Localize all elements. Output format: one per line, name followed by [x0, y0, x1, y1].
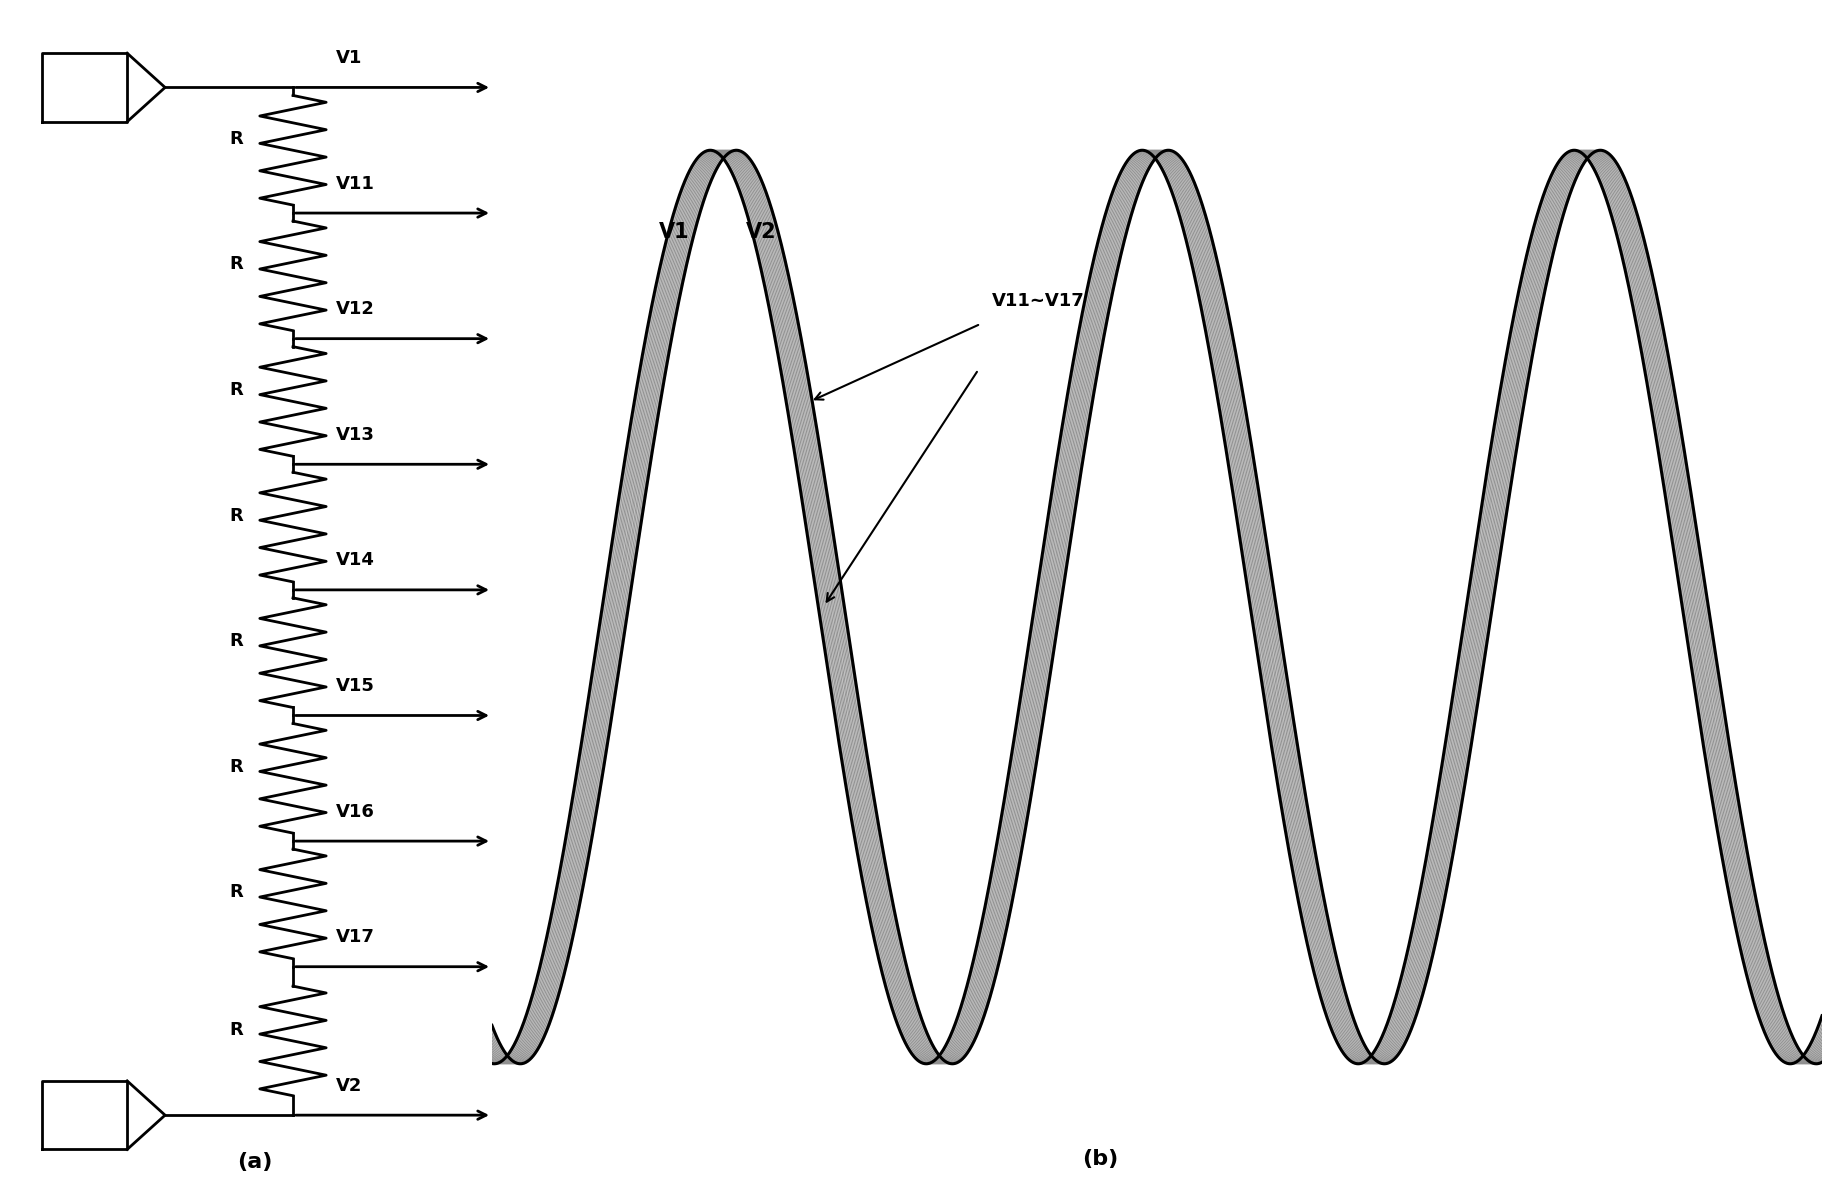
Text: R: R	[230, 1020, 242, 1039]
Text: V2: V2	[745, 222, 776, 243]
Text: (b): (b)	[1082, 1149, 1119, 1168]
Text: (a): (a)	[237, 1153, 273, 1172]
Text: R: R	[230, 256, 242, 273]
Text: R: R	[230, 632, 242, 650]
Text: V16: V16	[335, 803, 375, 821]
Text: R: R	[230, 758, 242, 775]
Text: R: R	[230, 130, 242, 148]
Text: V11: V11	[335, 174, 375, 192]
Text: V12: V12	[335, 300, 375, 319]
Text: R: R	[230, 507, 242, 524]
Text: V14: V14	[335, 552, 375, 570]
Text: V1: V1	[658, 222, 689, 243]
Text: V11~V17: V11~V17	[993, 292, 1084, 310]
Text: R: R	[230, 883, 242, 902]
Text: V17: V17	[335, 928, 375, 946]
Text: V2: V2	[335, 1077, 363, 1095]
Text: V1: V1	[335, 49, 363, 67]
Text: R: R	[230, 381, 242, 399]
Text: V15: V15	[335, 677, 375, 695]
Text: V13: V13	[335, 426, 375, 444]
